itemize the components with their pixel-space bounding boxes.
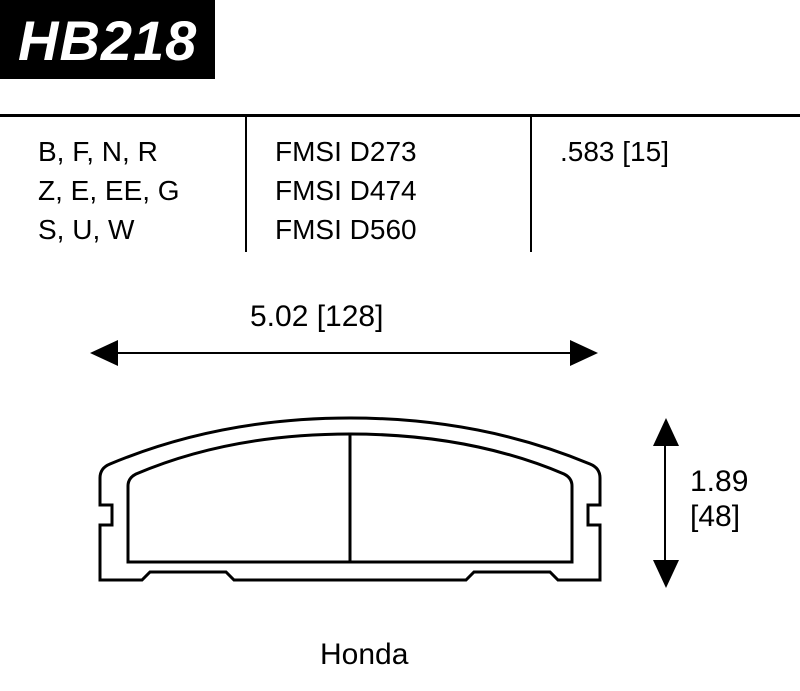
width-dimension-line: [100, 352, 590, 354]
thickness-value: .583 [15]: [560, 132, 780, 171]
width-arrow-left-icon: [90, 340, 120, 366]
compounds-column: B, F, N, R Z, E, EE, G S, U, W: [38, 132, 228, 250]
fmsi-line-1: FMSI D273: [275, 132, 515, 171]
thickness-column: .583 [15]: [560, 132, 780, 171]
height-mm: [48]: [690, 500, 748, 535]
brand-label: Honda: [320, 638, 408, 672]
part-number-header: HB218: [0, 0, 215, 79]
header-divider: [0, 114, 800, 117]
height-dimension-label: 1.89 [48]: [690, 465, 748, 534]
fmsi-line-2: FMSI D474: [275, 171, 515, 210]
width-dimension-label: 5.02 [128]: [250, 300, 383, 334]
fmsi-line-3: FMSI D560: [275, 210, 515, 249]
column-divider-2: [530, 114, 532, 252]
width-arrow-right-icon: [568, 340, 598, 366]
height-inches: 1.89: [690, 465, 748, 500]
compounds-line-1: B, F, N, R: [38, 132, 228, 171]
compounds-line-2: Z, E, EE, G: [38, 171, 228, 210]
height-arrow-down-icon: [653, 558, 679, 588]
fmsi-column: FMSI D273 FMSI D474 FMSI D560: [275, 132, 515, 250]
brake-pad-diagram: [80, 400, 620, 610]
height-arrow-up-icon: [653, 418, 679, 448]
part-number: HB218: [18, 9, 197, 72]
height-dimension-line: [664, 430, 666, 570]
compounds-line-3: S, U, W: [38, 210, 228, 249]
column-divider-1: [245, 114, 247, 252]
